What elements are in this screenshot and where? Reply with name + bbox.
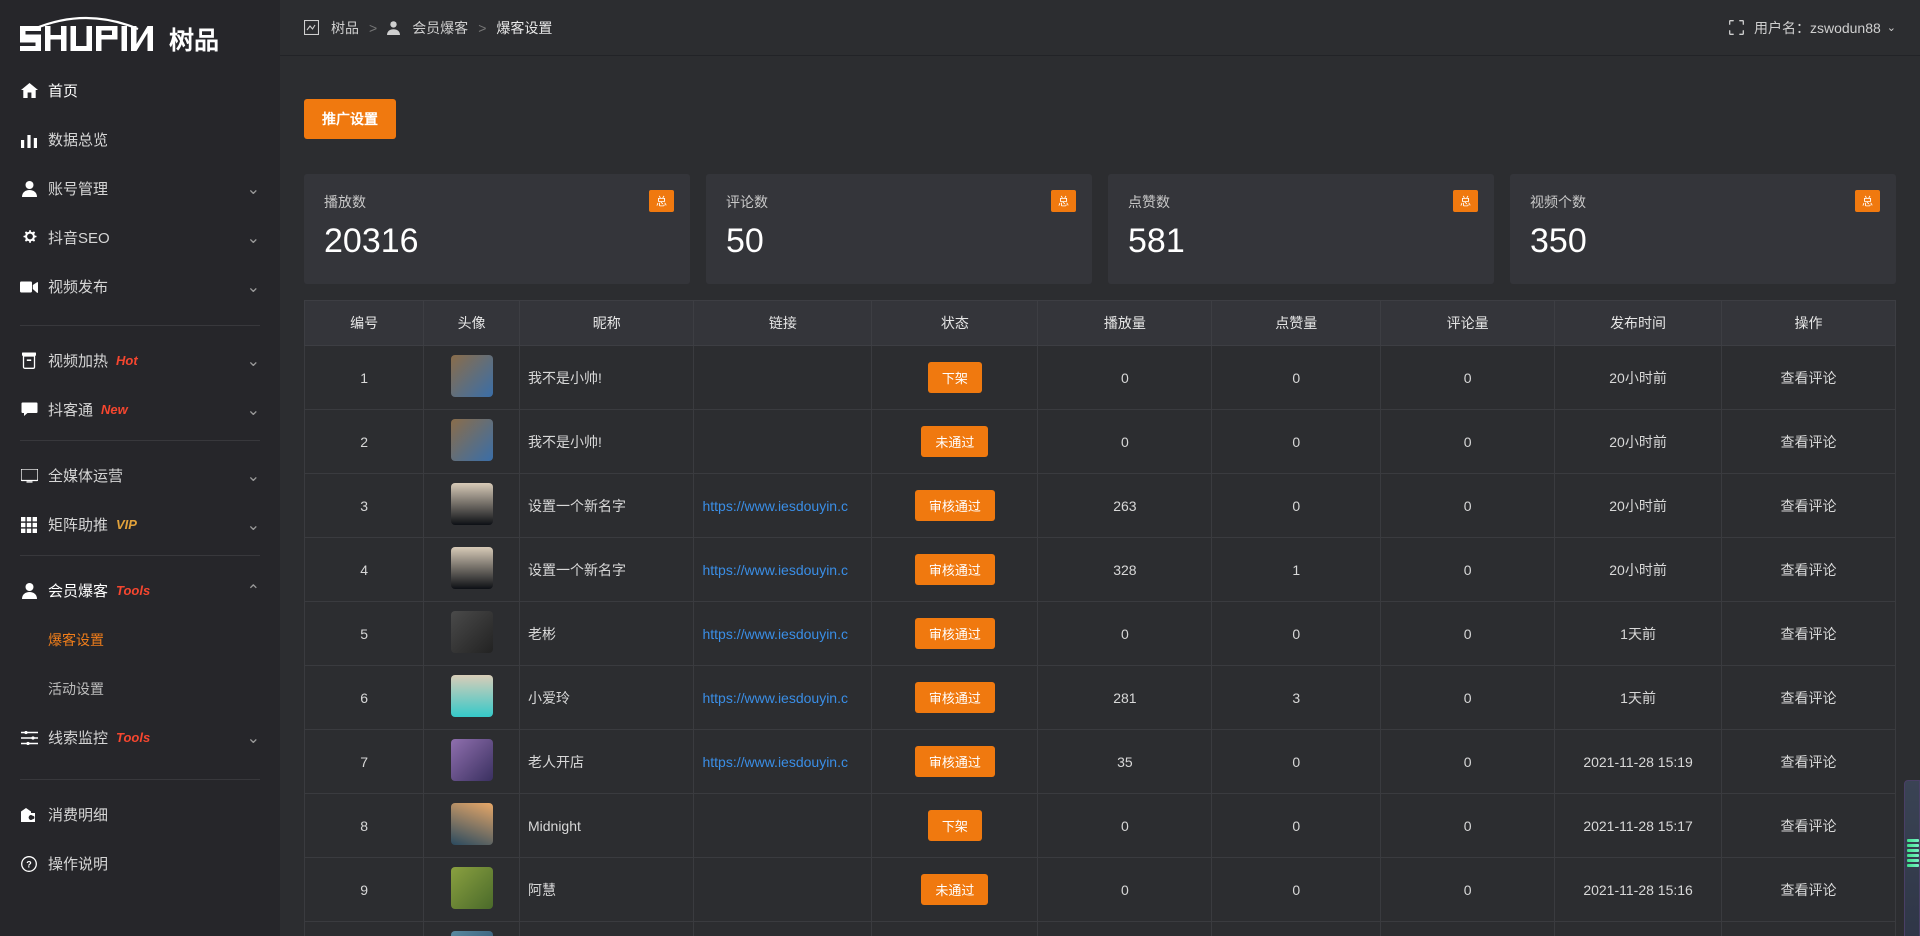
- svg-text:?: ?: [26, 859, 32, 869]
- svg-text:树品: 树品: [169, 27, 219, 55]
